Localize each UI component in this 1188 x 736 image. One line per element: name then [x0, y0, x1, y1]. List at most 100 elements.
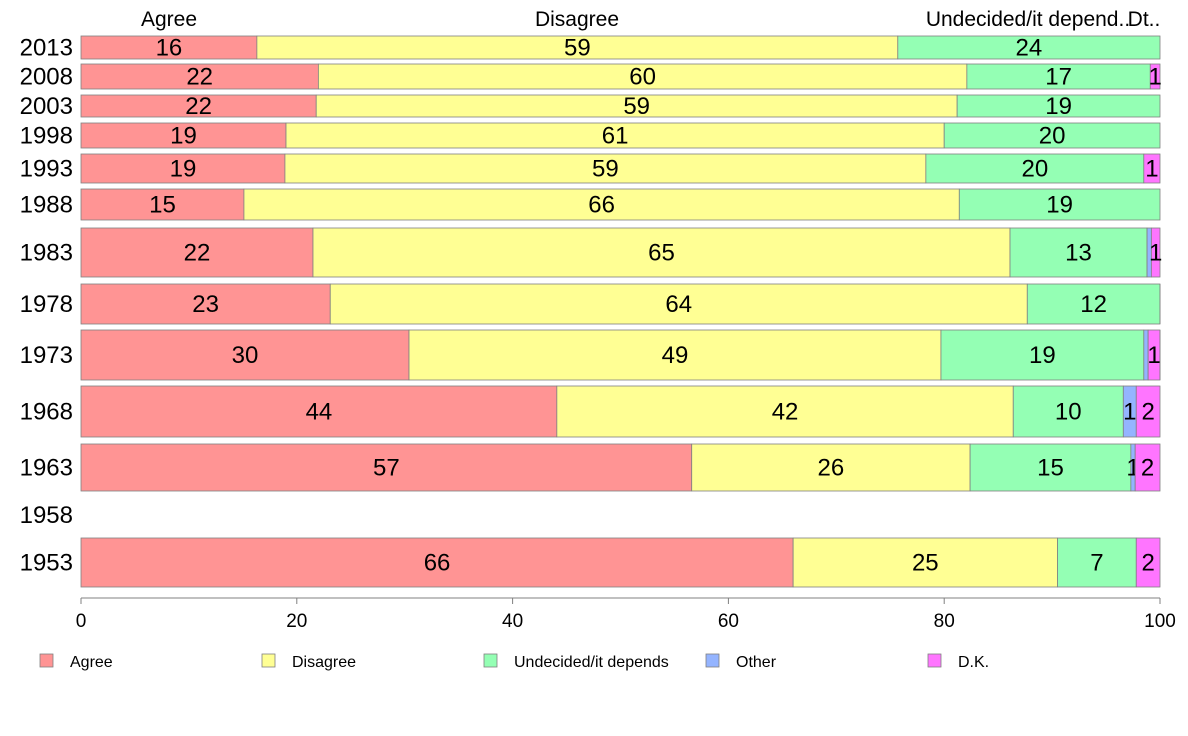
x-tick-label-80: 80	[934, 611, 955, 632]
bar-1953-d-k-	[1135, 537, 1161, 588]
bar-label-2013-undecided-it-depends: 24	[1016, 35, 1043, 62]
year-label-1988: 1988	[20, 192, 73, 219]
bar-1993-agree	[80, 153, 286, 184]
bar-1968-agree	[80, 385, 558, 438]
bar-1963-d-k-	[1134, 443, 1161, 492]
bar-1953-disagree	[792, 537, 1058, 588]
x-axis: 0 20 40 60 80 100	[76, 597, 1176, 632]
bar-1973-disagree	[408, 329, 942, 381]
bar-label-1998-disagree: 61	[602, 123, 629, 150]
column-header-3: Undecided/it depend..	[926, 8, 1130, 31]
bar-label-2003-agree: 22	[185, 93, 212, 120]
bar-1993-disagree	[284, 153, 927, 184]
x-tick-label-20: 20	[286, 611, 307, 632]
bar-label-1983-undecided-it-depends: 13	[1065, 240, 1092, 267]
bar-label-1963-undecided-it-depends: 15	[1037, 455, 1064, 482]
bar-1963-agree	[80, 443, 693, 492]
bar-label-2008-disagree: 60	[629, 64, 656, 91]
bar-label-1968-d-k-: 2	[1141, 399, 1154, 426]
column-header-1: Agree	[141, 8, 197, 31]
bar-1993-undecided-it-depends	[925, 153, 1145, 184]
legend-label-disagree: Disagree	[292, 654, 356, 671]
bar-label-2008-d-k-: 1	[1148, 64, 1161, 91]
bar-label-1978-undecided-it-depends: 12	[1080, 291, 1107, 318]
bar-label-2003-undecided-it-depends: 19	[1045, 93, 1072, 120]
bar-label-1998-agree: 19	[170, 123, 197, 150]
bar-label-1953-agree: 66	[424, 550, 451, 577]
bar-2008-d-k-	[1149, 63, 1161, 90]
year-label-2013: 2013	[20, 35, 73, 62]
year-label-1973: 1973	[20, 342, 73, 369]
legend-swatch-d-k-	[927, 653, 942, 668]
bar-2008-disagree	[317, 63, 968, 90]
bar-1983-disagree	[312, 227, 1011, 278]
bar-label-1993-d-k-: 1	[1145, 156, 1158, 183]
year-label-2003: 2003	[20, 93, 73, 120]
bar-1978-disagree	[329, 283, 1028, 325]
bar-label-1953-disagree: 25	[912, 550, 939, 577]
bar-label-1963-disagree: 26	[818, 455, 845, 482]
legend-swatch-agree	[39, 653, 54, 668]
legend-label-undecided-it-depends: Undecided/it depends	[514, 654, 669, 671]
bar-1998-agree	[80, 122, 287, 149]
year-label-1998: 1998	[20, 123, 73, 150]
bar-label-1968-undecided-it-depends: 10	[1055, 399, 1082, 426]
column-headers: Agree Disagree Undecided/it depend..Dt..	[141, 8, 1160, 31]
bar-label-1963-agree: 57	[373, 455, 400, 482]
bar-label-1978-agree: 23	[192, 291, 219, 318]
bar-label-1973-disagree: 49	[662, 342, 689, 369]
legend-swatch-other	[705, 653, 720, 668]
bar-label-1983-disagree: 65	[648, 240, 675, 267]
bar-1983-d-k-	[1150, 227, 1161, 278]
bar-label-1988-undecided-it-depends: 19	[1046, 192, 1073, 219]
column-header-4: Dt..	[1128, 8, 1161, 31]
bar-label-1953-d-k-: 2	[1141, 550, 1154, 577]
bar-label-1983-d-k-: 1	[1149, 240, 1162, 267]
year-label-1983: 1983	[20, 240, 73, 267]
legend-label-other: Other	[736, 654, 777, 671]
bar-label-2008-undecided-it-depends: 17	[1045, 64, 1072, 91]
bar-label-1973-undecided-it-depends: 19	[1029, 342, 1056, 369]
year-label-1963: 1963	[20, 455, 73, 482]
bar-1953-agree	[80, 537, 794, 588]
bar-1963-undecided-it-depends	[969, 443, 1132, 492]
bar-label-1973-agree: 30	[232, 342, 259, 369]
bar-2013-undecided-it-depends	[897, 35, 1161, 60]
bar-1978-agree	[80, 283, 331, 325]
legend-swatch-disagree	[261, 653, 276, 668]
x-tick-label-100: 100	[1144, 611, 1176, 632]
year-label-1958: 1958	[20, 502, 73, 529]
bar-1968-d-k-	[1135, 385, 1161, 438]
bar-label-1988-agree: 15	[149, 192, 176, 219]
bar-1993-d-k-	[1143, 153, 1161, 184]
bar-label-2003-disagree: 59	[623, 93, 650, 120]
bar-1983-undecided-it-depends	[1009, 227, 1148, 278]
column-header-2: Disagree	[535, 8, 619, 31]
bar-label-1968-disagree: 42	[772, 399, 799, 426]
bar-1988-agree	[80, 188, 245, 221]
legend-label-d-k-: D.K.	[958, 654, 989, 671]
bar-1968-disagree	[556, 385, 1014, 438]
bar-label-1963-d-k-: 2	[1141, 455, 1154, 482]
bar-1998-undecided-it-depends	[943, 122, 1161, 149]
bar-label-1993-agree: 19	[170, 156, 197, 183]
bar-2008-undecided-it-depends	[966, 63, 1151, 90]
bar-1983-agree	[80, 227, 314, 278]
bar-label-1978-disagree: 64	[665, 291, 692, 318]
year-label-1993: 1993	[20, 156, 73, 183]
bar-1988-disagree	[243, 188, 960, 221]
year-label-1968: 1968	[20, 399, 73, 426]
bar-label-1993-undecided-it-depends: 20	[1021, 156, 1048, 183]
legend: Agree Disagree Undecided/it depends Other D.…	[39, 653, 989, 671]
bar-1988-undecided-it-depends	[958, 188, 1161, 221]
year-label-1953: 1953	[20, 550, 73, 577]
bar-label-2013-disagree: 59	[564, 35, 591, 62]
bar-label-1993-disagree: 59	[592, 156, 619, 183]
x-tick-label-60: 60	[718, 611, 739, 632]
bar-label-1973-d-k-: 1	[1147, 342, 1160, 369]
bar-label-1988-disagree: 66	[588, 192, 615, 219]
bar-1968-undecided-it-depends	[1012, 385, 1124, 438]
